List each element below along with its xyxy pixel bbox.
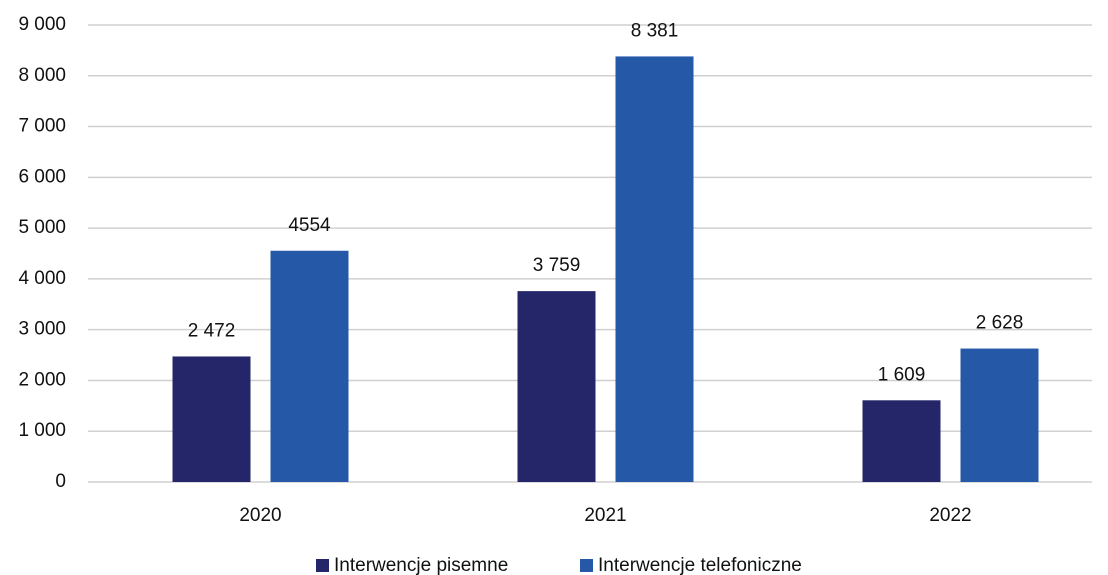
y-tick-label: 8 000: [18, 65, 66, 86]
legend-swatch: [316, 559, 329, 572]
y-tick-label: 5 000: [18, 217, 66, 238]
value-label: 2 472: [188, 320, 236, 341]
y-tick-label: 7 000: [18, 116, 66, 137]
bar: [517, 291, 596, 482]
legend-label: Interwencje pisemne: [334, 555, 508, 575]
bar: [862, 400, 941, 482]
x-tick-label: 2021: [584, 505, 626, 526]
legend-swatch: [580, 559, 593, 572]
bar: [615, 56, 694, 482]
value-label: 3 759: [533, 255, 581, 276]
value-label: 2 628: [976, 313, 1024, 334]
value-label: 1 609: [878, 364, 926, 385]
legend-label: Interwencje telefoniczne: [598, 555, 802, 575]
y-tick-label: 6 000: [18, 166, 66, 187]
y-tick-label: 3 000: [18, 319, 66, 340]
y-tick-label: 9 000: [18, 14, 66, 35]
value-label: 8 381: [631, 20, 679, 41]
y-tick-label: 2 000: [18, 369, 66, 390]
y-tick-label: 0: [55, 471, 66, 492]
bar: [172, 356, 251, 482]
y-tick-label: 1 000: [18, 420, 66, 441]
x-tick-label: 2022: [929, 505, 971, 526]
bar: [960, 348, 1039, 482]
bar: [270, 250, 349, 482]
x-tick-label: 2020: [239, 505, 281, 526]
value-label: 4554: [288, 215, 331, 236]
y-tick-label: 4 000: [18, 268, 66, 289]
